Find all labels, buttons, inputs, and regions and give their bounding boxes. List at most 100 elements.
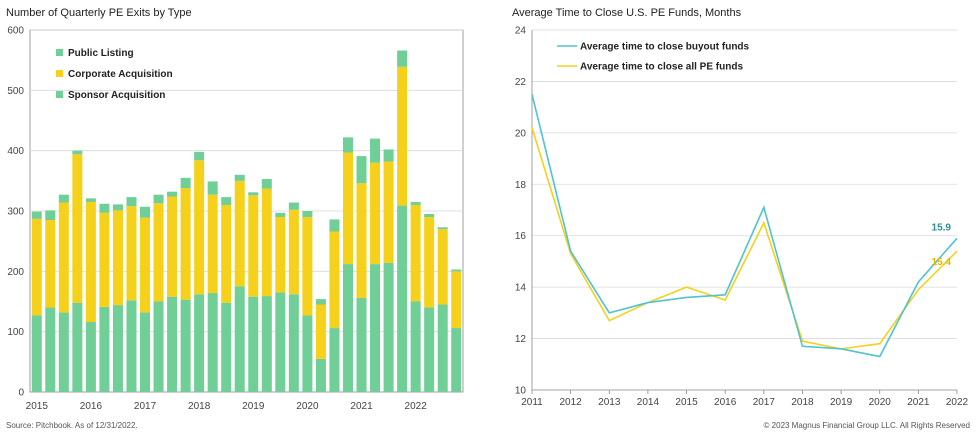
bar-1-14	[221, 204, 232, 303]
bar-0-28	[410, 301, 421, 392]
bar-1-3	[72, 154, 83, 303]
bar-2-21	[315, 299, 326, 305]
x-tick-label-1: 2016	[80, 401, 103, 412]
bar-2-2	[58, 194, 69, 203]
bar-1-7	[126, 206, 137, 301]
x-tick-label-7: 2018	[791, 397, 814, 408]
y-tick-label-1: 12	[515, 334, 527, 345]
y-tick-label-3: 300	[7, 207, 24, 218]
bar-0-11	[180, 299, 191, 392]
y-tick-label-6: 600	[7, 26, 24, 37]
bar-1-19	[288, 209, 299, 295]
y-tick-label-5: 500	[7, 86, 24, 97]
bar-0-0	[31, 315, 42, 392]
bar-0-24	[356, 297, 367, 392]
bar-0-27	[397, 205, 408, 392]
x-tick-label-5: 2020	[296, 401, 319, 412]
bar-0-7	[126, 300, 137, 392]
bar-2-31	[451, 269, 462, 272]
x-tick-label-7: 2022	[405, 401, 428, 412]
bar-1-2	[58, 202, 69, 313]
bar-2-25	[370, 138, 381, 163]
y-tick-label-3: 16	[515, 231, 527, 242]
bar-1-29	[424, 217, 435, 308]
bar-2-15	[234, 174, 245, 181]
bar-2-12	[194, 151, 205, 161]
bar-1-31	[451, 271, 462, 329]
bar-1-22	[329, 231, 340, 329]
y-tick-label-0: 0	[18, 388, 24, 399]
x-tick-label-8: 2019	[830, 397, 853, 408]
x-tick-label-2: 2017	[134, 401, 157, 412]
bar-2-9	[153, 194, 164, 204]
y-tick-label-6: 22	[515, 77, 527, 88]
bar-2-14	[221, 197, 232, 205]
x-tick-label-5: 2016	[714, 397, 737, 408]
bar-2-1	[45, 210, 56, 221]
legend-label-1: Average time to close all PE funds	[580, 62, 743, 73]
y-tick-label-7: 24	[515, 26, 527, 37]
bar-2-27	[397, 50, 408, 67]
bar-2-30	[437, 227, 448, 230]
bar-1-17	[261, 188, 272, 297]
bar-1-20	[302, 217, 313, 316]
legend-label-0: Public Listing	[68, 48, 134, 59]
bar-2-28	[410, 201, 421, 205]
bar-1-18	[275, 217, 286, 293]
bar-0-19	[288, 294, 299, 392]
x-tick-label-4: 2015	[675, 397, 698, 408]
legend-label-0: Average time to close buyout funds	[580, 42, 750, 53]
bar-2-4	[85, 198, 96, 202]
bar-0-2	[58, 312, 69, 392]
bar-2-8	[140, 206, 151, 218]
y-tick-label-2: 14	[515, 283, 527, 294]
pe-exits-bar-chart: 0 100 200 300 400 500 600 2015 2016 2017 2018 2019 2…	[7, 26, 464, 412]
legend-swatch-1	[56, 70, 63, 77]
right-chart-title: Average Time to Close U.S. PE Funds, Mon…	[512, 7, 742, 19]
bar-0-12	[194, 294, 205, 392]
legend-swatch-2	[56, 91, 63, 98]
series-line-1	[531, 127, 958, 350]
bar-1-5	[99, 212, 110, 307]
bar-1-12	[194, 160, 205, 295]
bar-0-13	[207, 293, 218, 392]
x-tick-label-2: 2013	[598, 397, 621, 408]
end-value-label-1: 15.4	[932, 257, 952, 268]
bar-1-25	[370, 162, 381, 265]
bar-0-5	[99, 306, 110, 392]
y-tick-label-4: 400	[7, 146, 24, 157]
bar-2-17	[261, 179, 272, 189]
bar-0-20	[302, 315, 313, 392]
bar-1-8	[140, 217, 151, 313]
bar-1-13	[207, 194, 218, 294]
bar-2-0	[31, 211, 42, 219]
bar-2-3	[72, 150, 83, 155]
bar-2-5	[99, 203, 110, 213]
bar-0-25	[370, 264, 381, 392]
bar-1-6	[112, 210, 123, 306]
bar-2-13	[207, 181, 218, 195]
source-note: Source: Pitchbook. As of 12/31/2022.	[6, 421, 138, 430]
bar-0-1	[45, 307, 56, 392]
bar-2-29	[424, 214, 435, 218]
bar-0-26	[383, 262, 394, 392]
bar-1-28	[410, 204, 421, 302]
bar-1-10	[167, 196, 178, 297]
copyright-note: © 2023 Magnus Financial Group LLC. All R…	[763, 421, 970, 430]
bar-0-30	[437, 304, 448, 392]
x-tick-label-1: 2012	[560, 397, 583, 408]
bar-0-22	[329, 328, 340, 392]
bar-2-24	[356, 156, 367, 184]
bar-2-10	[167, 191, 178, 197]
bar-0-31	[451, 328, 462, 392]
bar-0-23	[342, 264, 353, 392]
legend-label-1: Corporate Acquisition	[68, 69, 173, 80]
y-tick-label-2: 200	[7, 267, 24, 278]
x-tick-label-11: 2022	[946, 397, 969, 408]
bar-1-24	[356, 183, 367, 298]
x-tick-label-4: 2019	[242, 401, 265, 412]
bar-1-27	[397, 66, 408, 206]
bar-1-21	[315, 304, 326, 359]
bar-0-21	[315, 358, 326, 392]
